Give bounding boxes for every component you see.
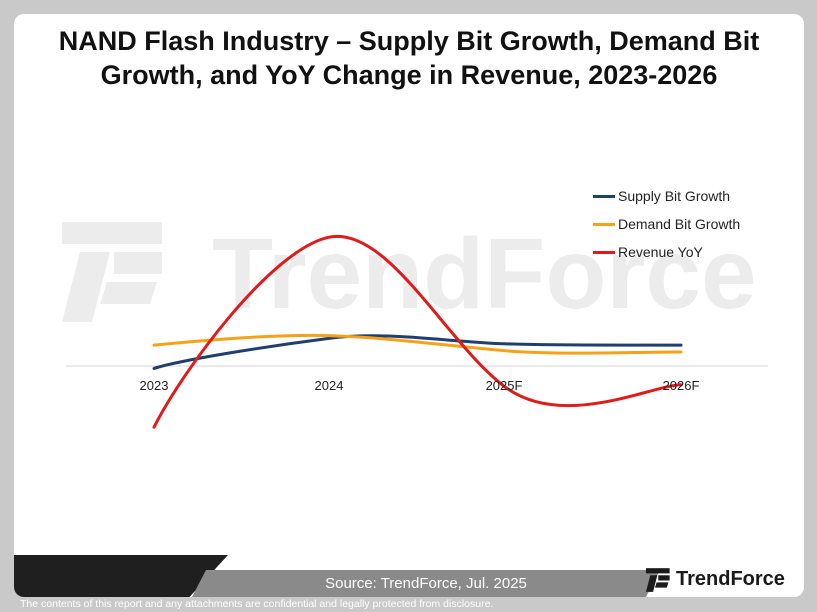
legend-item-supply: Supply Bit Growth [593,182,740,210]
legend-swatch-revenue [593,250,615,254]
series-layer [152,234,683,429]
x-tick-label: 2024 [315,378,344,393]
x-tick-label: 2023 [140,378,169,393]
legend: Supply Bit Growth Demand Bit Growth Reve… [593,182,740,266]
legend-swatch-supply [593,194,615,198]
legend-swatch-demand [593,222,615,226]
series-line-revenue [152,234,683,429]
logo-text: TrendForce [676,568,785,590]
series-line-supply [152,334,683,370]
source-note: Source: TrendForce, Jul. 2025 [325,575,527,592]
disclaimer: The contents of this report and any atta… [20,598,494,610]
legend-label-supply: Supply Bit Growth [618,188,731,204]
chart-title: NAND Flash Industry – Supply Bit Growth,… [14,24,804,92]
legend-label-demand: Demand Bit Growth [618,216,741,232]
x-tick-label: 2025F [486,378,523,393]
legend-item-revenue: Revenue YoY [593,238,740,266]
line-chart: 2023 2024 2025F 2026F [66,234,768,429]
footer-gray-band [192,570,660,597]
chart-title-line-2: Growth, and YoY Change in Revenue, 2023-… [100,60,718,90]
chart-title-line-1: NAND Flash Industry – Supply Bit Growth,… [58,26,760,56]
legend-item-demand: Demand Bit Growth [593,210,740,238]
trendforce-logo: TrendForce [646,562,804,597]
footer-dark-band [14,555,228,597]
x-tick-label: 2026F [663,378,700,393]
legend-label-revenue: Revenue YoY [618,244,703,260]
chart-card: NAND Flash Industry – Supply Bit Growth,… [14,14,804,597]
series-line-demand [152,333,683,355]
trendforce-logo-icon [646,567,670,592]
x-tick-labels: 2023 2024 2025F 2026F [140,378,700,393]
